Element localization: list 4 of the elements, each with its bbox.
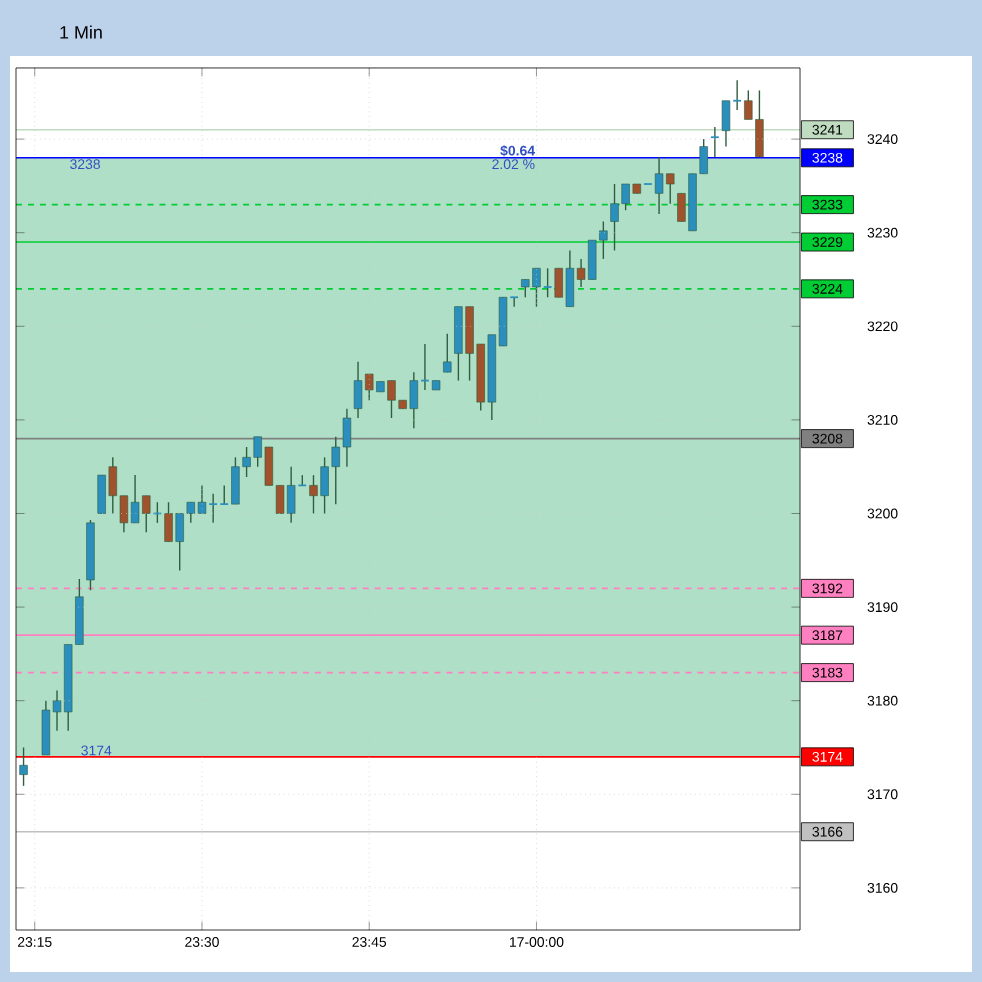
candlestick bbox=[19, 746, 28, 787]
candlestick bbox=[710, 126, 720, 158]
candlestick bbox=[443, 333, 452, 373]
chart-title: 1 Min bbox=[60, 25, 102, 39]
